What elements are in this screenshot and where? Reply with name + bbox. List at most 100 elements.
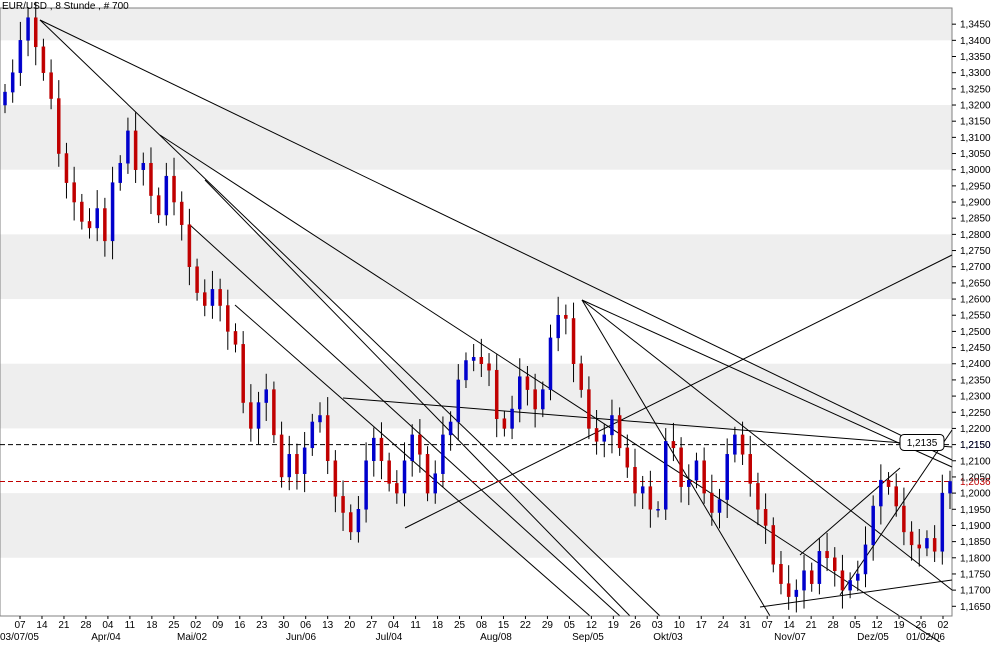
x-day-label: 14 — [784, 620, 796, 631]
candle-body — [763, 509, 768, 526]
x-day-label: 09 — [212, 620, 224, 631]
grid-band — [0, 234, 952, 300]
x-day-label: 05 — [850, 620, 862, 631]
candle-body — [879, 479, 883, 507]
y-tick-label: 1,1800 — [960, 553, 991, 564]
candle-body — [625, 447, 630, 468]
y-tick-label: 1,1750 — [960, 569, 991, 580]
x-month-label: Dez/05 — [857, 632, 889, 642]
candle-body — [395, 483, 399, 494]
y-tick-label: 1,2450 — [960, 343, 991, 354]
candle-body — [948, 481, 952, 494]
candle-body — [725, 454, 729, 500]
x-day-label: 11 — [125, 620, 136, 631]
candle-body — [333, 460, 338, 497]
grid-band — [0, 493, 952, 558]
candle-body — [425, 454, 430, 494]
x-day-label: 12 — [872, 620, 884, 631]
x-day-label: 13 — [322, 620, 334, 631]
y-tick-label: 1,2500 — [960, 327, 991, 338]
x-month-label: Aug/08 — [480, 632, 512, 642]
candle-body — [748, 454, 752, 484]
candle-body — [617, 415, 622, 449]
candle-body — [302, 447, 307, 474]
grid-band — [0, 105, 952, 170]
x-day-label: 02 — [190, 620, 202, 631]
candle-body — [863, 544, 868, 575]
x-day-label: 28 — [80, 620, 92, 631]
x-day-label: 17 — [696, 620, 708, 631]
candle-body — [932, 538, 937, 552]
candle-body — [3, 91, 7, 106]
y-tick-label: 1,3100 — [960, 133, 991, 144]
candle-body — [87, 221, 92, 229]
candle-body — [187, 224, 192, 267]
y-tick-label: 1,3050 — [960, 149, 991, 160]
candle-body — [902, 505, 906, 533]
candle-body — [118, 162, 122, 183]
candle-body — [779, 564, 783, 584]
reference-line-label: 1,2150 — [960, 440, 991, 451]
candle-body — [848, 580, 852, 591]
y-tick-label: 1,2800 — [960, 230, 991, 241]
candle-body — [249, 402, 253, 429]
candle-body — [448, 421, 453, 436]
candle-body — [894, 486, 898, 507]
candle-body — [809, 570, 814, 584]
candle-body — [379, 437, 384, 462]
y-tick-label: 1,1650 — [960, 602, 991, 613]
candle-body — [226, 305, 230, 332]
candle-body — [441, 434, 445, 474]
y-tick-label: 1,1900 — [960, 521, 991, 532]
candle-body — [817, 551, 822, 584]
x-day-label: 24 — [718, 620, 730, 631]
x-day-label: 18 — [146, 620, 158, 631]
candle-body — [510, 408, 514, 429]
candle-body — [310, 421, 315, 449]
x-day-label: 07 — [14, 620, 26, 631]
candle-body — [518, 376, 522, 410]
x-day-label: 26 — [915, 620, 927, 631]
candle-body — [218, 289, 222, 306]
candle-body — [387, 460, 391, 484]
candle-body — [110, 182, 115, 242]
x-month-label: Nov/07 — [774, 632, 806, 642]
candle-body — [564, 314, 568, 319]
y-tick-label: 1,3300 — [960, 68, 991, 79]
reference-lines: 1,2150 1,2036 — [0, 440, 991, 488]
candle-body — [141, 162, 146, 170]
x-day-label: 16 — [234, 620, 246, 631]
trendline — [204, 179, 631, 617]
x-day-label: 18 — [432, 620, 444, 631]
x-day-label: 22 — [520, 620, 532, 631]
x-month-label: Okt/03 — [653, 632, 683, 642]
trendline — [581, 299, 771, 617]
candle-body — [833, 557, 837, 571]
candle-body — [663, 441, 668, 510]
candle-body — [364, 460, 368, 510]
y-tick-label: 1,2750 — [960, 246, 991, 257]
x-month-label: 01/02/06 — [906, 632, 945, 642]
trendline — [39, 19, 953, 461]
candle-body — [356, 509, 361, 533]
candle-body — [103, 208, 107, 242]
chart-title: EUR/USD , 8 Stunde , # 700 — [2, 1, 129, 12]
y-tick-label: 1,2250 — [960, 408, 991, 419]
x-day-label: 31 — [740, 620, 752, 631]
candle-body — [64, 153, 69, 183]
candlestick-series — [3, 1, 952, 613]
candle-body — [33, 17, 38, 48]
x-day-label: 21 — [806, 620, 818, 631]
candle-body — [241, 344, 245, 403]
annotation-label: 1,2135 — [907, 438, 938, 449]
y-tick-label: 1,3450 — [960, 20, 991, 31]
candle-body — [325, 415, 330, 462]
x-day-label: 26 — [630, 620, 642, 631]
candle-body — [295, 454, 299, 474]
candle-body — [717, 499, 722, 513]
y-tick-label: 1,2900 — [960, 198, 991, 209]
candle-body — [80, 201, 84, 222]
x-month-label: Jul/04 — [376, 632, 403, 642]
candle-body — [10, 72, 15, 93]
